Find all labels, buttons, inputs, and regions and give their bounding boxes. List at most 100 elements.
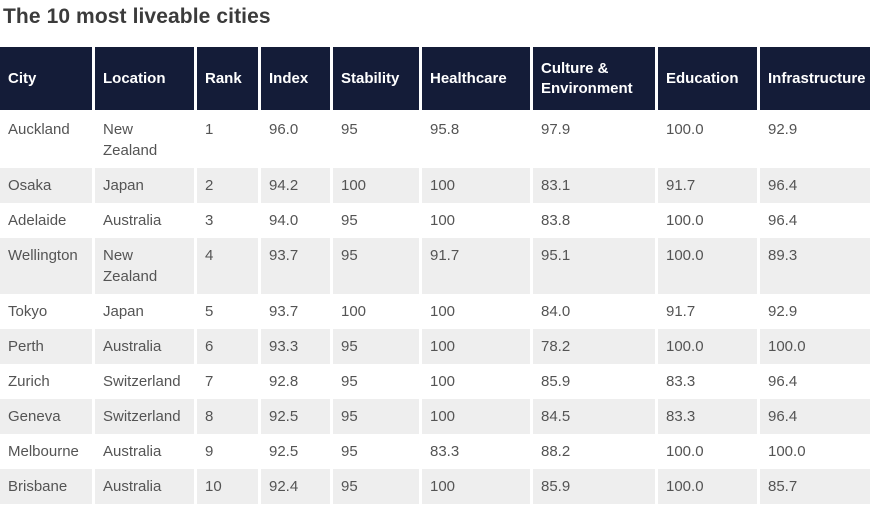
page-title: The 10 most liveable cities — [3, 5, 271, 28]
cell-location: Japan — [95, 294, 197, 329]
cell-culture_environment: 85.9 — [533, 364, 658, 399]
cell-infrastructure: 100.0 — [760, 329, 870, 364]
cell-rank: 1 — [197, 112, 261, 168]
cell-healthcare: 95.8 — [422, 112, 533, 168]
cell-education: 91.7 — [658, 168, 760, 203]
cell-index: 93.7 — [261, 238, 333, 294]
cell-stability: 95 — [333, 238, 422, 294]
cell-culture_environment: 84.0 — [533, 294, 658, 329]
cell-stability: 100 — [333, 168, 422, 203]
cell-city: Tokyo — [0, 294, 95, 329]
cell-stability: 95 — [333, 469, 422, 504]
cell-rank: 9 — [197, 434, 261, 469]
cell-index: 92.8 — [261, 364, 333, 399]
cell-rank: 10 — [197, 469, 261, 504]
cell-culture_environment: 83.1 — [533, 168, 658, 203]
cell-culture_environment: 97.9 — [533, 112, 658, 168]
cell-healthcare: 100 — [422, 329, 533, 364]
column-header-city: City — [0, 47, 95, 112]
cell-city: Melbourne — [0, 434, 95, 469]
cell-city: Wellington — [0, 238, 95, 294]
column-header-culture_environment: Culture & Environment — [533, 47, 658, 112]
cell-culture_environment: 78.2 — [533, 329, 658, 364]
table-row: Zurich Switzerland 7 92.8 95 100 85.9 83.3 96.4 — [0, 364, 870, 399]
cell-education: 100.0 — [658, 469, 760, 504]
cell-index: 92.5 — [261, 434, 333, 469]
column-header-rank: Rank — [197, 47, 261, 112]
table-row: Adelaide Australia 3 94.0 95 100 83.8 100.0 96.4 — [0, 203, 870, 238]
cell-education: 100.0 — [658, 329, 760, 364]
cell-healthcare: 100 — [422, 469, 533, 504]
cell-city: Geneva — [0, 399, 95, 434]
cell-city: Osaka — [0, 168, 95, 203]
table-body: Auckland New Zealand 1 96.0 95 95.8 97.9 100.0 9… — [0, 112, 870, 504]
table-row: Brisbane Australia 10 92.4 95 100 85.9 100.0 85.… — [0, 469, 870, 504]
cell-education: 91.7 — [658, 294, 760, 329]
cell-infrastructure: 96.4 — [760, 168, 870, 203]
cell-healthcare: 100 — [422, 364, 533, 399]
cell-infrastructure: 89.3 — [760, 238, 870, 294]
table-row: Melbourne Australia 9 92.5 95 83.3 88.2 100.0 10… — [0, 434, 870, 469]
cell-location: Switzerland — [95, 399, 197, 434]
cell-healthcare: 100 — [422, 399, 533, 434]
cell-index: 94.0 — [261, 203, 333, 238]
cell-healthcare: 100 — [422, 294, 533, 329]
column-header-infrastructure: Infrastructure — [760, 47, 870, 112]
cell-rank: 8 — [197, 399, 261, 434]
cell-stability: 95 — [333, 203, 422, 238]
cell-location: Japan — [95, 168, 197, 203]
table-row: Osaka Japan 2 94.2 100 100 83.1 91.7 96.4 — [0, 168, 870, 203]
cell-rank: 6 — [197, 329, 261, 364]
cell-index: 94.2 — [261, 168, 333, 203]
cell-culture_environment: 83.8 — [533, 203, 658, 238]
cell-rank: 4 — [197, 238, 261, 294]
cell-rank: 2 — [197, 168, 261, 203]
cell-location: Australia — [95, 469, 197, 504]
cell-healthcare: 91.7 — [422, 238, 533, 294]
liveability-table: City Location Rank Index Stability Healthcare… — [0, 47, 870, 504]
cell-education: 83.3 — [658, 399, 760, 434]
header-row: City Location Rank Index Stability Healthcare… — [0, 47, 870, 112]
cell-culture_environment: 85.9 — [533, 469, 658, 504]
cell-stability: 100 — [333, 294, 422, 329]
cell-rank: 5 — [197, 294, 261, 329]
column-header-stability: Stability — [333, 47, 422, 112]
cell-education: 100.0 — [658, 238, 760, 294]
cell-education: 83.3 — [658, 364, 760, 399]
cell-location: New Zealand — [95, 112, 197, 168]
cell-location: New Zealand — [95, 238, 197, 294]
cell-culture_environment: 84.5 — [533, 399, 658, 434]
cell-location: Australia — [95, 203, 197, 238]
table-row: Wellington New Zealand 4 93.7 95 91.7 95.1 100.… — [0, 238, 870, 294]
table-row: Tokyo Japan 5 93.7 100 100 84.0 91.7 92.9 — [0, 294, 870, 329]
cell-infrastructure: 96.4 — [760, 364, 870, 399]
cell-location: Switzerland — [95, 364, 197, 399]
cell-culture_environment: 88.2 — [533, 434, 658, 469]
table-row: Geneva Switzerland 8 92.5 95 100 84.5 83.3 96.4 — [0, 399, 870, 434]
cell-stability: 95 — [333, 112, 422, 168]
cell-healthcare: 100 — [422, 168, 533, 203]
liveability-page: The 10 most liveable cities City Location… — [0, 4, 870, 509]
column-header-location: Location — [95, 47, 197, 112]
cell-culture_environment: 95.1 — [533, 238, 658, 294]
cell-city: Brisbane — [0, 469, 95, 504]
cell-infrastructure: 85.7 — [760, 469, 870, 504]
cell-location: Australia — [95, 329, 197, 364]
cell-stability: 95 — [333, 399, 422, 434]
column-header-education: Education — [658, 47, 760, 112]
column-header-healthcare: Healthcare — [422, 47, 533, 112]
cell-infrastructure: 100.0 — [760, 434, 870, 469]
cell-index: 92.4 — [261, 469, 333, 504]
cell-city: Perth — [0, 329, 95, 364]
cell-city: Adelaide — [0, 203, 95, 238]
cell-rank: 3 — [197, 203, 261, 238]
column-header-index: Index — [261, 47, 333, 112]
cell-city: Zurich — [0, 364, 95, 399]
cell-infrastructure: 96.4 — [760, 399, 870, 434]
cell-infrastructure: 92.9 — [760, 294, 870, 329]
table-row: Auckland New Zealand 1 96.0 95 95.8 97.9 100.0 9… — [0, 112, 870, 168]
table-row: Perth Australia 6 93.3 95 100 78.2 100.0 100.0 — [0, 329, 870, 364]
cell-city: Auckland — [0, 112, 95, 168]
cell-index: 93.3 — [261, 329, 333, 364]
cell-healthcare: 83.3 — [422, 434, 533, 469]
